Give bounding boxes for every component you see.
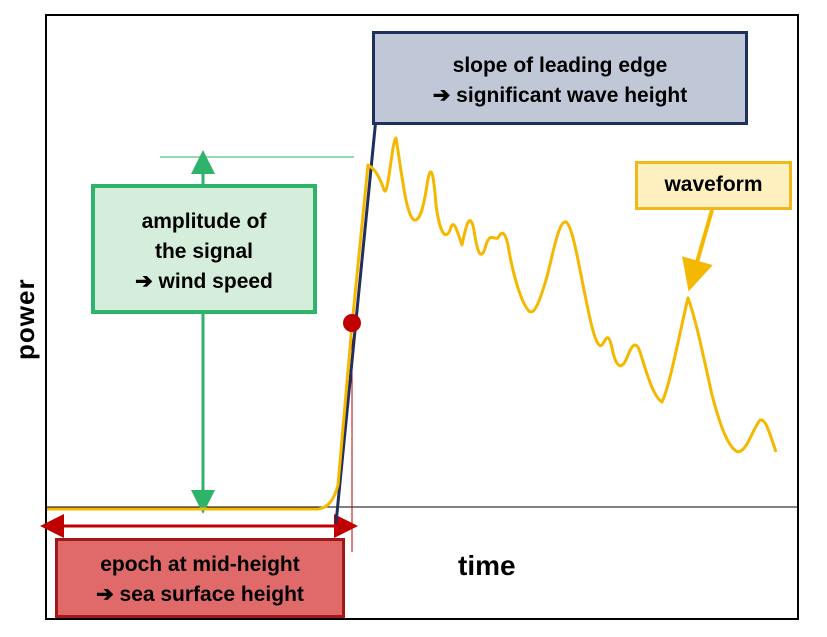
waveform-callout-arrow [682, 209, 714, 292]
epoch-line-2: ➔ sea surface height [96, 583, 304, 606]
y-axis-label: power [10, 278, 40, 360]
plot-frame [45, 14, 799, 620]
amplitude-line-3: ➔ wind speed [135, 270, 273, 293]
waveform-curve [47, 136, 778, 511]
x-axis-label: time [458, 550, 516, 581]
epoch-line-1: epoch at mid-height [100, 553, 300, 576]
slope-line-1: slope of leading edge [452, 54, 668, 77]
amplitude-annotation-box: amplitude of the signal ➔ wind speed [91, 184, 317, 314]
slope-line-2: ➔ significant wave height [432, 84, 688, 107]
amplitude-line-1: amplitude of [141, 210, 267, 233]
amplitude-line-2: the signal [154, 240, 254, 263]
waveform-label: waveform [664, 173, 763, 196]
slope-annotation-box: slope of leading edge ➔ significant wave… [372, 31, 748, 125]
waveform-label-box: waveform [635, 161, 792, 210]
epoch-annotation-box: epoch at mid-height ➔ sea surface height [55, 538, 345, 618]
midpoint-marker [343, 314, 361, 332]
